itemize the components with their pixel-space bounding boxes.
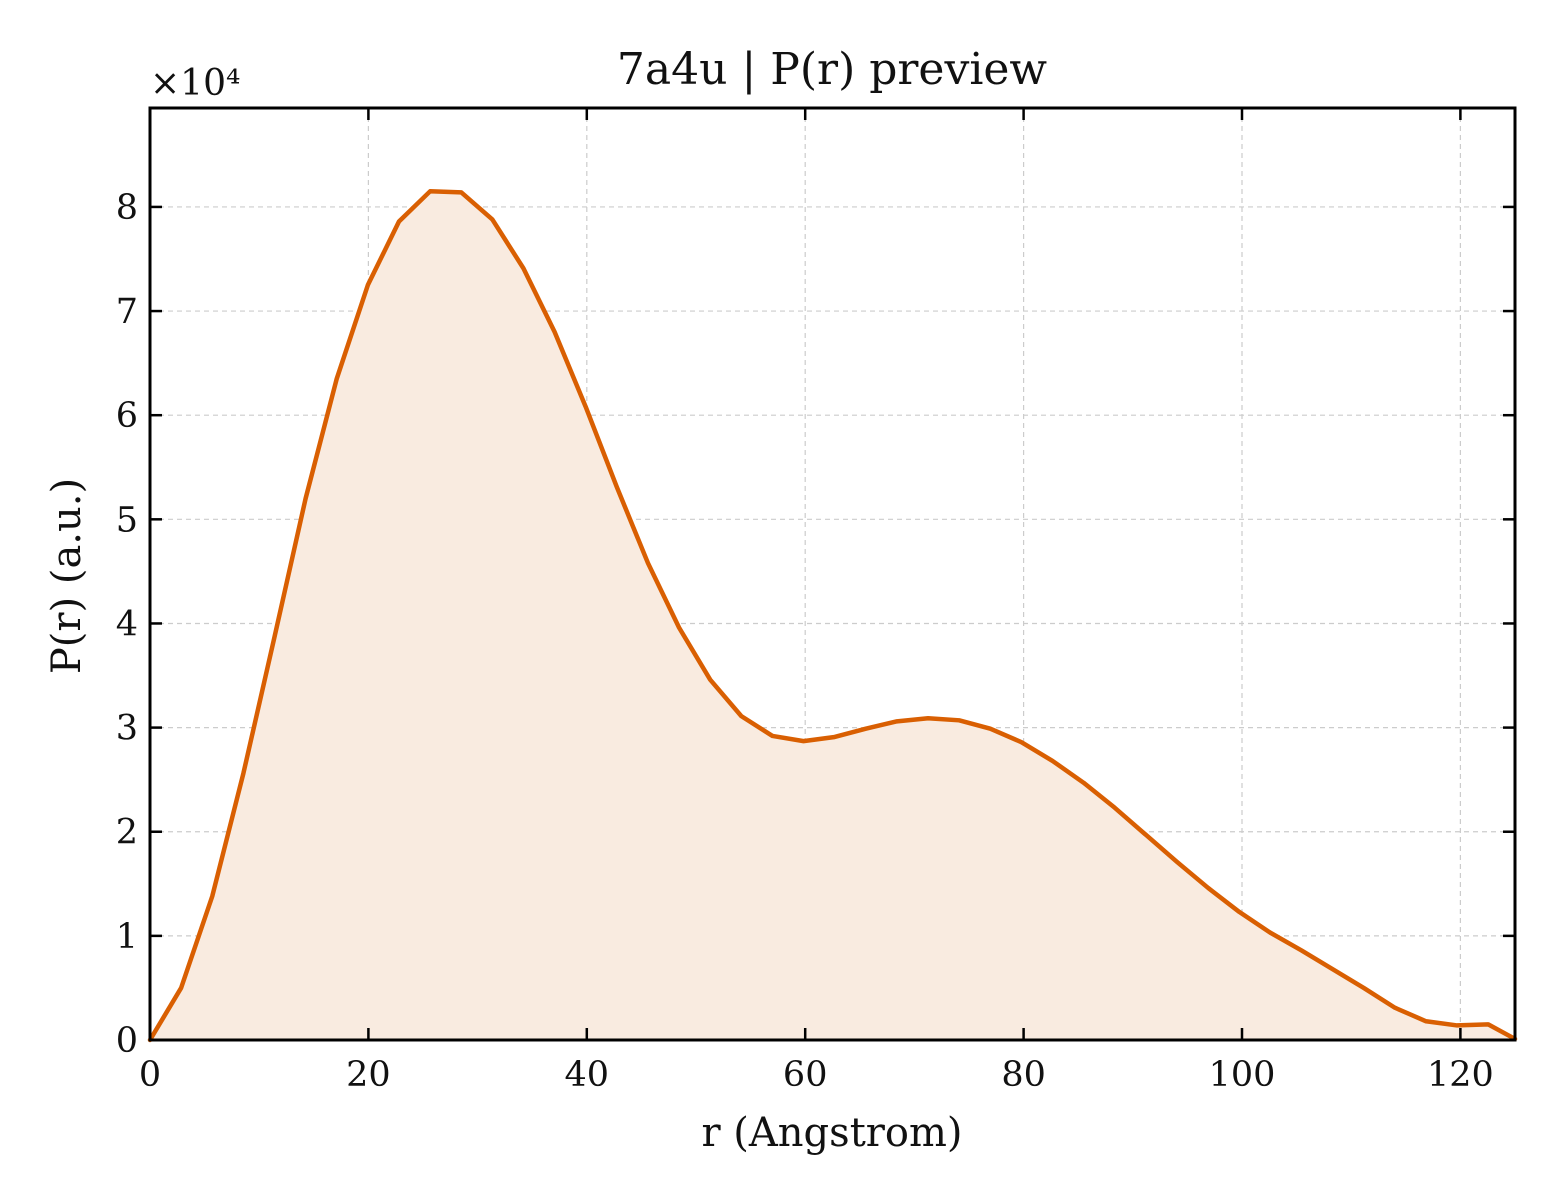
y-tick-label: 5 — [116, 500, 138, 540]
y-tick-label: 0 — [116, 1021, 138, 1061]
y-tick-labels: 0 1 2 3 4 5 6 7 8 — [116, 188, 138, 1061]
area-fill — [150, 191, 1515, 1040]
x-tick-labels: 0 20 40 60 80 100 120 — [139, 1055, 1494, 1095]
x-tick-label: 120 — [1427, 1055, 1494, 1095]
chart-title: 7a4u | P(r) preview — [617, 44, 1048, 95]
y-tick-label: 2 — [116, 813, 138, 853]
series-line — [147, 189, 1518, 1043]
y-tick-label: 8 — [116, 188, 138, 228]
x-axis-label: r (Angstrom) — [701, 1110, 962, 1156]
y-tick-label: 3 — [116, 709, 138, 749]
x-tick-label: 20 — [346, 1055, 391, 1095]
x-tick-label: 0 — [139, 1055, 161, 1095]
plot-frame — [148, 106, 1517, 1042]
y-axis-label: P(r) (a.u.) — [44, 478, 90, 674]
y-tick-label: 4 — [116, 604, 138, 644]
y-tick-label: 6 — [116, 396, 138, 436]
y-tick-label: 7 — [116, 292, 138, 332]
x-tick-label: 80 — [1001, 1055, 1046, 1095]
y-tick-label: 1 — [116, 917, 138, 957]
x-tick-label: 60 — [783, 1055, 828, 1095]
x-tick-label: 40 — [565, 1055, 610, 1095]
y-axis-multiplier: ×10⁴ — [150, 63, 240, 104]
x-tick-label: 100 — [1209, 1055, 1276, 1095]
